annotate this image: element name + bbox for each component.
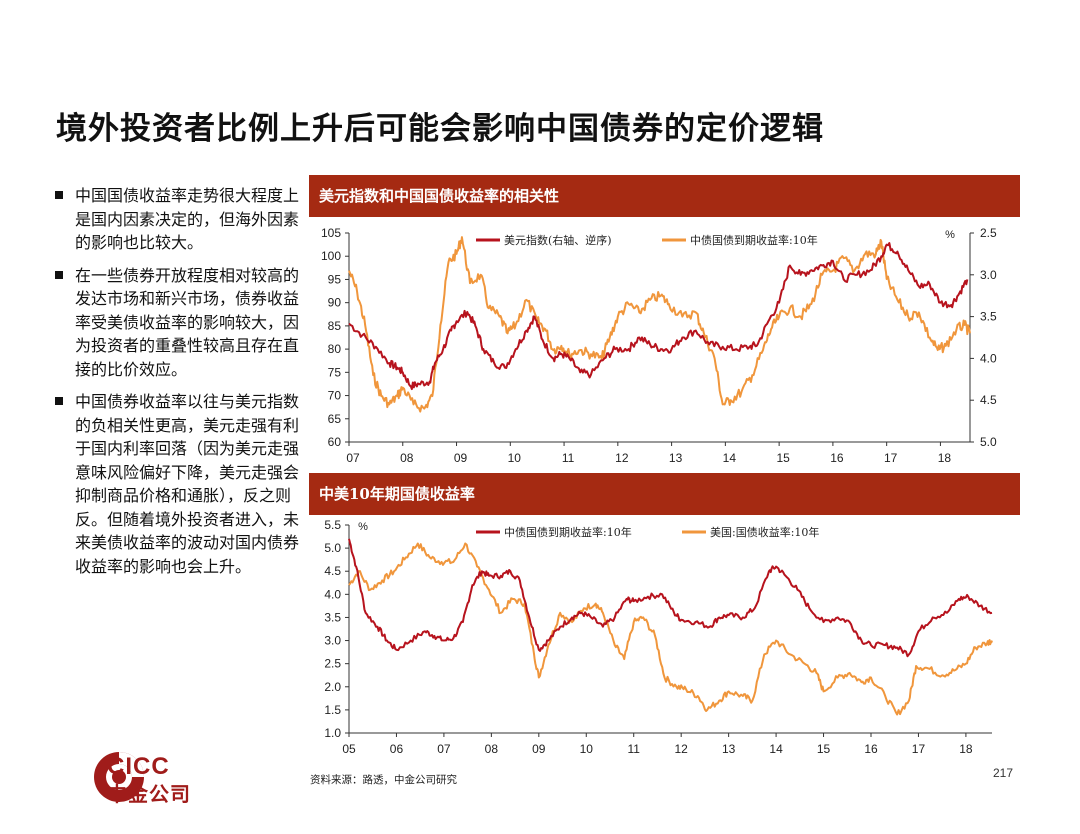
bullet-square-icon: [55, 397, 63, 405]
chart1-x-tick-label: 15: [776, 451, 790, 465]
chart2-y-tick-label: 4.0: [324, 587, 341, 601]
chart2-y-tick-label: 3.5: [324, 610, 341, 624]
chart2-x-tick-label: 05: [342, 742, 356, 756]
chart1-left-tick-label: 100: [321, 249, 341, 263]
logo-text-en: CICC: [107, 753, 170, 780]
chart1-x-tick-label: 13: [669, 451, 683, 465]
source-note: 资料来源：路透，中金公司研究: [310, 774, 457, 786]
chart2-x-tick-label: 10: [580, 742, 594, 756]
chart1-x-tick-label: 14: [723, 451, 737, 465]
chart1-left-tick-label: 80: [328, 342, 342, 356]
logo-text-cn: 中金公司: [107, 782, 191, 806]
chart1-right-tick-label: 5.0: [980, 435, 997, 449]
chart1-header: 美元指数和中国国债收益率的相关性: [309, 175, 1020, 217]
chart1-x-tick-label: 17: [884, 451, 898, 465]
chart1-legend-label-cn10y: 中债国债到期收益率:10年: [690, 233, 818, 247]
chart1-left-tick-label: 95: [328, 272, 342, 286]
chart2-y-tick-label: 3.0: [324, 634, 341, 648]
chart1-left-tick-label: 85: [328, 319, 342, 333]
chart2-y-tick-label: 1.5: [324, 703, 341, 717]
page-number: 217: [993, 766, 1014, 780]
chart1-series-cn10y-line: [348, 236, 971, 413]
chart2-y-tick-label: 2.0: [324, 680, 341, 694]
cicc-logo-icon: [94, 752, 144, 802]
chart2-x-tick-label: 09: [532, 742, 546, 756]
chart2-header: 中美10年期国债收益率: [309, 473, 1020, 515]
chart2-unit: %: [358, 521, 368, 533]
bullet-text: 在一些债券开放程度相对较高的发达市场和新兴市场，债券收益率受美债收益率的影响较大…: [75, 265, 300, 379]
chart2-x-tick-label: 11: [627, 742, 640, 756]
chart1-right-tick-label: 2.5: [980, 226, 997, 240]
page-title: 境外投资者比例上升后可能会影响中国债券的定价逻辑: [56, 111, 824, 147]
chart2-x-tick-label: 13: [722, 742, 736, 756]
chart1-right-tick-label: 3.0: [980, 268, 997, 282]
chart1-left-tick-label: 65: [328, 412, 342, 426]
chart2-series-us10y-line: [348, 542, 993, 716]
chart1-x-tick-label: 08: [400, 451, 414, 465]
chart1-left-tick-label: 70: [328, 389, 342, 403]
chart1-x-tick-label: 11: [562, 451, 575, 465]
chart2-y-tick-label: 1.0: [324, 726, 341, 740]
chart2-x-tick-label: 16: [864, 742, 878, 756]
chart1-right-tick-label: 4.5: [980, 393, 997, 407]
chart2-x-tick-label: 15: [817, 742, 831, 756]
chart2-legend-label-cn10y: 中债国债到期收益率:10年: [504, 525, 632, 539]
chart2-x-tick-label: 17: [912, 742, 926, 756]
bullet-item: 在一些债券开放程度相对较高的发达市场和新兴市场，债券收益率受美债收益率的影响较大…: [55, 264, 300, 382]
bullet-text: 中国债券收益率以往与美元指数的负相关性更高，美元走强有利于国内利率回落（因为美元…: [75, 392, 300, 576]
chart2-y-tick-label: 4.5: [324, 564, 341, 578]
chart2-x-tick-label: 06: [390, 742, 404, 756]
chart1-right-tick-label: 3.5: [980, 310, 997, 324]
chart2-y-tick-label: 5.0: [324, 541, 341, 555]
chart1-series-dxy-line: [348, 242, 969, 391]
chart2-series-cn10y-line: [348, 538, 993, 658]
bullet-item: 中国债券收益率以往与美元指数的负相关性更高，美元走强有利于国内利率回落（因为美元…: [55, 390, 300, 578]
chart1-left-tick-label: 90: [328, 296, 342, 310]
chart1-x-tick-label: 18: [938, 451, 952, 465]
bullet-text: 中国国债收益率走势很大程度上是国内因素决定的，但海外因素的影响也比较大。: [75, 186, 300, 252]
chart1-legend-label-dxy: 美元指数(右轴、逆序): [504, 233, 612, 247]
chart2-x-tick-label: 08: [485, 742, 499, 756]
chart1-left-tick-label: 60: [328, 435, 342, 449]
chart1-x-tick-label: 09: [454, 451, 468, 465]
chart1-left-tick-label: 105: [321, 226, 341, 240]
chart2-y-tick-label: 2.5: [324, 657, 341, 671]
bullet-list: 中国国债收益率走势很大程度上是国内因素决定的，但海外因素的影响也比较大。 在一些…: [55, 184, 300, 587]
bullet-square-icon: [55, 270, 63, 279]
chart1-right-tick-label: 4.0: [980, 351, 997, 365]
chart2-x-tick-label: 18: [959, 742, 973, 756]
chart2-x-tick-label: 14: [769, 742, 783, 756]
chart1-x-tick-label: 16: [830, 451, 844, 465]
bullet-square-icon: [55, 191, 63, 199]
chart1-right-unit: %: [945, 229, 955, 241]
chart2-y-tick-label: 5.5: [324, 518, 341, 532]
chart2-legend-label-us10y: 美国:国债收益率:10年: [710, 525, 819, 539]
chart2-x-tick-label: 12: [674, 742, 688, 756]
chart1-x-tick-label: 10: [508, 451, 522, 465]
chart1-x-tick-label: 12: [615, 451, 629, 465]
chart1-x-tick-label: 07: [346, 451, 360, 465]
chart1-left-tick-label: 75: [328, 365, 342, 379]
chart2-x-tick-label: 07: [437, 742, 451, 756]
bullet-item: 中国国债收益率走势很大程度上是国内因素决定的，但海外因素的影响也比较大。: [55, 184, 300, 255]
